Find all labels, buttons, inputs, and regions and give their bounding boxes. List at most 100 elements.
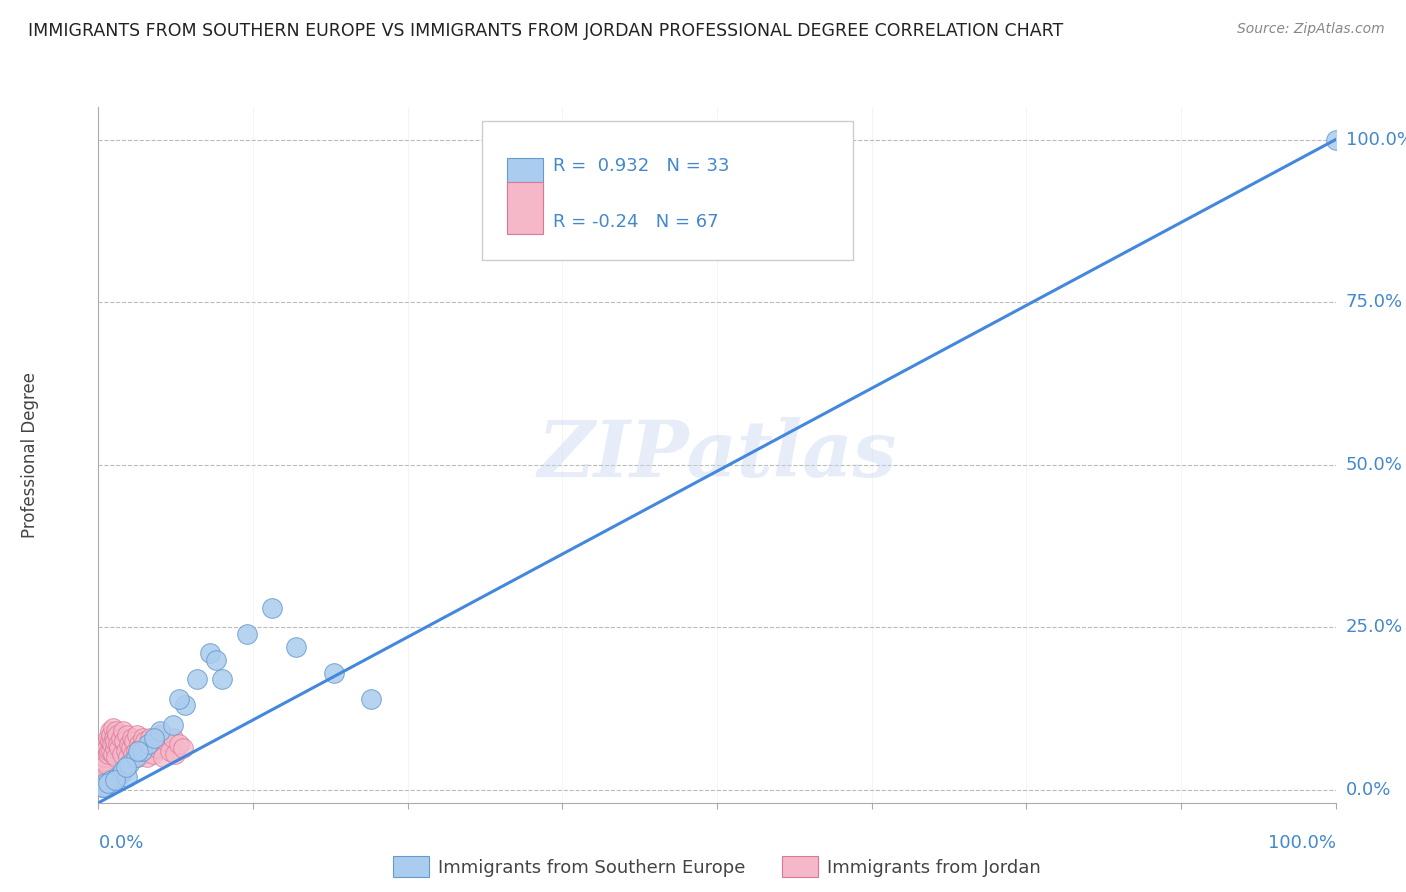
Point [91,756,114,771]
Point [110,731,132,745]
Point [103,731,125,745]
Point [117,750,139,764]
Point [211,672,233,686]
Point [100,744,122,758]
Legend: Immigrants from Southern Europe, Immigrants from Jordan: Immigrants from Southern Europe, Immigra… [387,849,1047,884]
Point [101,737,124,751]
Point [165,747,187,761]
Point [93,744,115,758]
Point [98,734,121,748]
Point [174,698,197,713]
FancyBboxPatch shape [482,121,853,260]
Text: 50.0%: 50.0% [1346,456,1402,474]
Text: Professional Degree: Professional Degree [21,372,39,538]
Point [91,780,114,794]
Point [97,731,120,745]
Point [96,740,118,755]
Point [162,718,184,732]
Text: 100.0%: 100.0% [1268,834,1336,852]
Point [122,747,145,761]
Point [90,764,112,778]
Point [155,734,177,748]
Point [115,727,138,741]
Point [128,737,150,751]
Point [134,734,156,748]
Text: Source: ZipAtlas.com: Source: ZipAtlas.com [1237,22,1385,37]
Point [118,756,141,771]
Point [159,744,181,758]
Point [112,724,135,739]
Point [129,740,152,755]
Text: R = -0.24   N = 67: R = -0.24 N = 67 [553,213,718,231]
Point [186,672,208,686]
Text: ZIPatlas: ZIPatlas [537,417,897,493]
Point [120,740,142,755]
Point [104,734,127,748]
Point [139,731,162,745]
Text: 100.0%: 100.0% [1346,130,1406,149]
Text: R =  0.932   N = 33: R = 0.932 N = 33 [553,157,728,175]
Point [131,747,153,761]
Point [143,731,166,745]
Point [360,691,382,706]
Point [94,737,117,751]
Point [103,776,125,790]
Point [167,691,190,706]
Point [103,740,125,755]
Point [96,780,118,794]
Point [125,727,148,741]
Point [100,772,122,787]
Point [91,760,114,774]
Point [93,776,115,790]
Point [105,727,128,741]
Point [135,750,157,764]
Point [93,754,115,768]
Point [127,750,149,764]
Point [97,776,120,790]
Point [87,776,110,790]
Text: IMMIGRANTS FROM SOUTHERN EUROPE VS IMMIGRANTS FROM JORDAN PROFESSIONAL DEGREE CO: IMMIGRANTS FROM SOUTHERN EUROPE VS IMMIG… [28,22,1063,40]
Point [322,665,344,680]
Point [124,750,146,764]
Point [152,750,174,764]
Point [98,724,121,739]
Point [103,747,125,761]
Point [260,600,283,615]
Point [115,770,138,784]
Point [97,744,120,758]
Point [146,740,169,755]
Point [105,750,128,764]
Text: 0.0%: 0.0% [1346,780,1391,799]
Point [107,737,129,751]
Point [162,731,184,745]
Point [112,764,135,778]
Point [198,646,221,660]
Text: 75.0%: 75.0% [1346,293,1403,311]
Point [111,747,134,761]
Point [121,731,143,745]
Point [114,744,136,758]
Point [124,734,146,748]
Point [103,772,125,787]
Point [167,737,190,751]
Point [118,737,141,751]
Point [97,747,120,761]
Point [105,770,128,784]
Point [143,737,166,751]
Point [132,731,155,745]
Point [90,766,112,780]
Point [205,653,228,667]
Point [89,772,111,787]
Point [285,640,308,654]
Point [127,744,149,758]
Point [136,740,159,755]
Point [89,770,111,784]
Point [149,727,172,741]
Point [93,780,115,794]
Point [96,756,118,771]
Point [108,740,131,755]
FancyBboxPatch shape [506,182,543,234]
Point [136,737,159,751]
Point [114,760,136,774]
Point [236,626,259,640]
